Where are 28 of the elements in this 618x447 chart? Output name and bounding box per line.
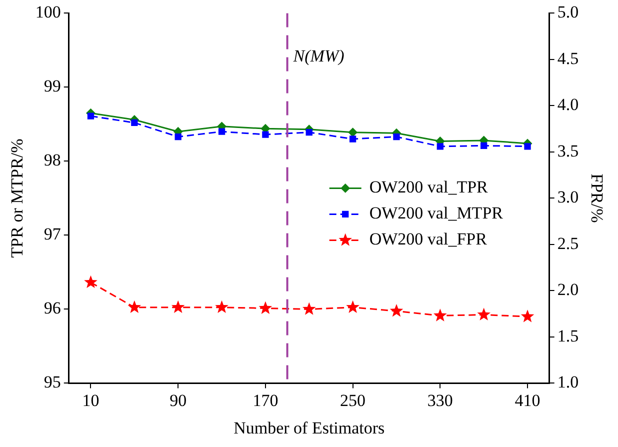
y-tick-label: 99 xyxy=(44,76,61,96)
y2-tick-label: 5.0 xyxy=(557,2,579,22)
y-tick-label: 98 xyxy=(44,150,61,170)
y2-tick-label: 3.0 xyxy=(557,188,579,207)
x-tick-label: 250 xyxy=(340,390,366,410)
y2-tick-label: 1.5 xyxy=(557,326,579,346)
y-tick-label: 95 xyxy=(44,372,61,392)
y2-tick-label: 4.5 xyxy=(557,48,579,68)
y-axis-title: TPR or MTPR/% xyxy=(8,138,27,258)
x-tick-label: 410 xyxy=(514,390,540,410)
y-tick-label: 96 xyxy=(44,298,61,318)
x-tick-label: 90 xyxy=(170,390,187,410)
x-axis-title: Number of Estimators xyxy=(234,418,385,438)
y2-axis-title: FPR/% xyxy=(587,174,606,223)
x-tick-label: 10 xyxy=(82,390,100,410)
y2-tick-label: 3.5 xyxy=(557,141,579,160)
y2-tick-label: 1.0 xyxy=(557,372,579,392)
y-tick-label: 100 xyxy=(35,2,61,22)
x-tick-label: 330 xyxy=(427,390,453,410)
y-tick-label: 97 xyxy=(44,224,62,244)
x-tick-label: 170 xyxy=(252,390,278,410)
ref-line-label: N(MW) xyxy=(292,46,345,66)
legend-label: OW200 val_MTPR xyxy=(369,204,504,223)
y2-tick-label: 2.0 xyxy=(557,280,579,300)
legend-label: OW200 val_FPR xyxy=(369,230,488,249)
legend-label: OW200 val_TPR xyxy=(369,178,489,197)
y2-tick-label: 2.5 xyxy=(557,234,579,253)
y2-tick-label: 4.0 xyxy=(557,95,579,114)
